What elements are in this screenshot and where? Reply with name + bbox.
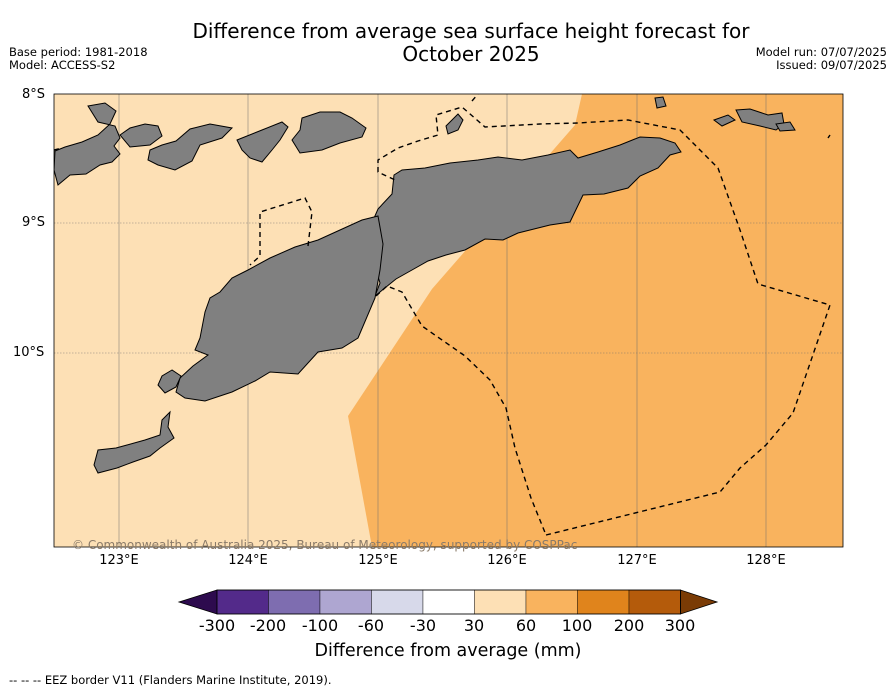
title-line-2: October 2025 <box>402 42 540 66</box>
eez-footnote: -- -- -- EEZ border V11 (Flanders Marine… <box>9 673 332 687</box>
colorbar <box>177 589 719 615</box>
colorbar-segment <box>216 589 269 615</box>
colorbar-tick: 60 <box>515 616 537 635</box>
colorbar-tick: 30 <box>463 616 485 635</box>
lon-label-123e: 123°E <box>99 553 139 568</box>
colorbar-segment <box>371 589 424 615</box>
colorbar-segment <box>628 589 681 615</box>
colorbar-tick: 100 <box>561 616 593 635</box>
islet-atauro <box>445 113 464 135</box>
issued-date: Issued: 09/07/2025 <box>776 58 887 72</box>
islet-wetar-2 <box>775 121 796 132</box>
colorbar-label: Difference from average (mm) <box>314 641 582 661</box>
colorbar-extend-high <box>680 589 719 615</box>
colorbar-tick: -60 <box>357 616 385 635</box>
islet-north-2 <box>119 123 163 148</box>
colorbar-segment <box>422 589 475 615</box>
eez-border <box>54 94 831 536</box>
lon-label-127e: 127°E <box>617 553 657 568</box>
lon-label-126e: 126°E <box>487 553 527 568</box>
colorbar-tick: -300 <box>198 616 236 635</box>
lon-label-128e: 128°E <box>746 553 786 568</box>
map-frame <box>53 93 844 548</box>
colorbar-tick: -30 <box>409 616 437 635</box>
lat-label-10s: 10°S <box>13 345 45 360</box>
colorbar-tick: -100 <box>301 616 339 635</box>
colorbar-tick: 300 <box>664 616 696 635</box>
model-run: Model run: 07/07/2025 <box>755 45 887 59</box>
band-60-100 <box>348 94 843 547</box>
islet-north-4 <box>236 121 289 163</box>
islet-west-1 <box>157 369 182 394</box>
flores-island <box>175 215 384 402</box>
lat-label-9s: 9°S <box>22 215 46 230</box>
meta-left: Base period: 1981-2018 Model: ACCESS-S2 <box>9 46 148 72</box>
meta-right: Model run: 07/07/2025 Issued: 09/07/2025 <box>756 46 887 72</box>
colorbar-extend-low <box>177 589 218 615</box>
sumba-island <box>93 410 175 474</box>
colorbar-segment <box>268 589 321 615</box>
chart-title: Difference from average sea surface heig… <box>0 20 896 66</box>
islet-north-3 <box>147 123 234 171</box>
colorbar-tick: 200 <box>613 616 645 635</box>
colorbar-frame <box>216 589 681 615</box>
colorbar-segment <box>474 589 527 615</box>
colorbar-segment <box>525 589 578 615</box>
lon-label-125e: 125°E <box>358 553 398 568</box>
lon-label-124e: 124°E <box>228 553 268 568</box>
islet-north-5 <box>291 111 367 154</box>
timor-island <box>363 136 682 298</box>
colorbar-segment <box>319 589 372 615</box>
islet-wetar-4 <box>654 96 667 109</box>
islet-north-1 <box>54 102 121 186</box>
base-period: Base period: 1981-2018 <box>9 45 148 59</box>
credit-text: © Commonwealth of Australia 2025, Bureau… <box>72 538 578 552</box>
lat-label-8s: 8°S <box>22 87 46 102</box>
colorbar-tick: -200 <box>249 616 287 635</box>
model-name: Model: ACCESS-S2 <box>9 58 116 72</box>
map-area <box>54 94 843 547</box>
colorbar-segment <box>577 589 630 615</box>
islet-wetar-3 <box>712 114 736 127</box>
title-line-1: Difference from average sea surface heig… <box>192 19 750 43</box>
landmasses <box>54 96 796 474</box>
